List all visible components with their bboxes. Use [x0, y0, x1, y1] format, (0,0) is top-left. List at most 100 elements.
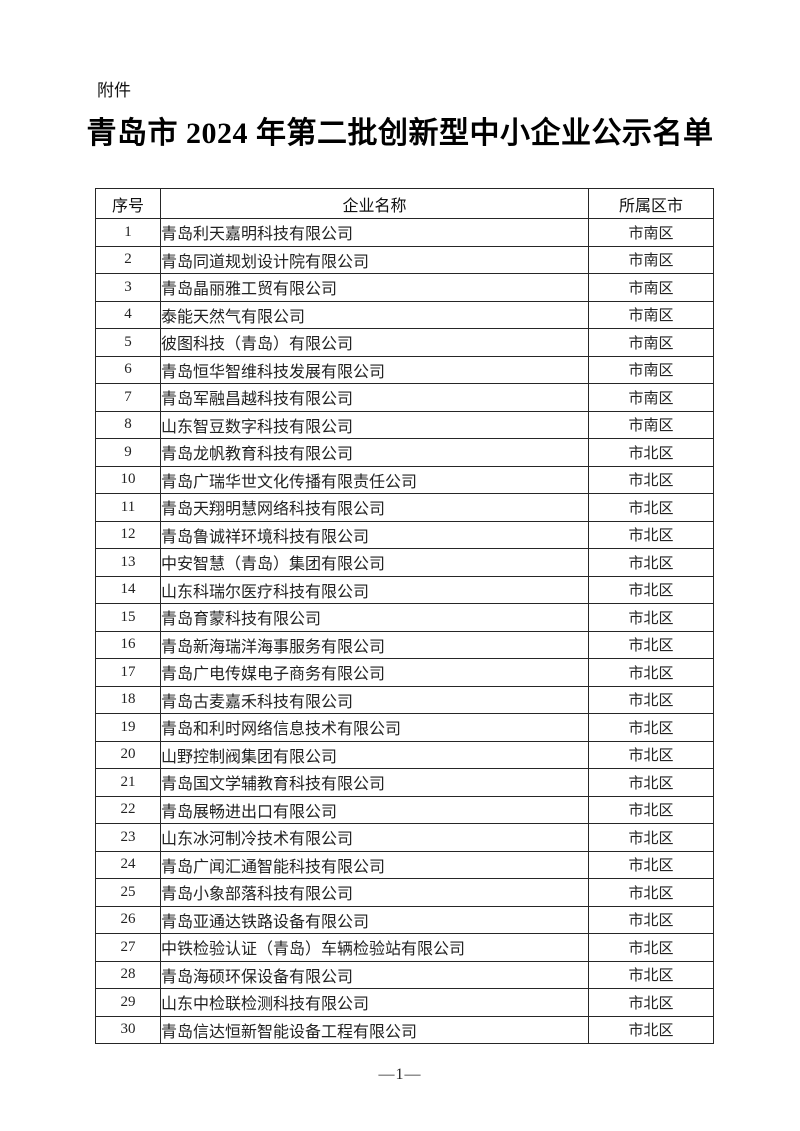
district-cell: 市北区 — [588, 795, 714, 824]
row-number-cell: 4 — [95, 300, 161, 329]
company-name-cell: 青岛小象部落科技有限公司 — [160, 878, 589, 907]
row-number-cell: 22 — [95, 795, 161, 824]
page-title: 青岛市 2024 年第二批创新型中小企业公示名单 — [86, 117, 714, 150]
table-row: 15 青岛育蒙科技有限公司 市北区 — [95, 603, 714, 632]
district-cell: 市北区 — [588, 878, 714, 907]
district-cell: 市南区 — [588, 355, 714, 384]
row-number-cell: 10 — [95, 465, 161, 494]
row-number-cell: 30 — [95, 1015, 161, 1044]
table-header: 序号 企业名称 所属区市 — [95, 188, 714, 219]
row-number-cell: 11 — [95, 493, 161, 522]
table-row: 22 青岛展畅进出口有限公司 市北区 — [95, 795, 714, 824]
table-row: 9 青岛龙帆教育科技有限公司 市北区 — [95, 438, 714, 467]
table-row: 25 青岛小象部落科技有限公司 市北区 — [95, 878, 714, 907]
district-cell: 市北区 — [588, 988, 714, 1017]
row-number-cell: 2 — [95, 245, 161, 274]
company-name-cell: 青岛古麦嘉禾科技有限公司 — [160, 685, 589, 714]
table-row: 10 青岛广瑞华世文化传播有限责任公司 市北区 — [95, 465, 714, 494]
table-row: 26 青岛亚通达铁路设备有限公司 市北区 — [95, 905, 714, 934]
table-row: 1 青岛利天嘉明科技有限公司 市南区 — [95, 218, 714, 247]
district-cell: 市南区 — [588, 410, 714, 439]
row-number-cell: 29 — [95, 988, 161, 1017]
district-cell: 市北区 — [588, 740, 714, 769]
row-number-cell: 15 — [95, 603, 161, 632]
company-name-cell: 青岛天翔明慧网络科技有限公司 — [160, 493, 589, 522]
company-name-cell: 青岛国文学辅教育科技有限公司 — [160, 768, 589, 797]
table-row: 13 中安智慧（青岛）集团有限公司 市北区 — [95, 548, 714, 577]
district-cell: 市北区 — [588, 1015, 714, 1044]
company-name-cell: 青岛新海瑞洋海事服务有限公司 — [160, 630, 589, 659]
row-number-cell: 9 — [95, 438, 161, 467]
district-cell: 市北区 — [588, 685, 714, 714]
row-number-cell: 3 — [95, 273, 161, 302]
table-row: 19 青岛和利时网络信息技术有限公司 市北区 — [95, 713, 714, 742]
row-number-cell: 28 — [95, 960, 161, 989]
district-cell: 市北区 — [588, 630, 714, 659]
company-name-cell: 青岛军融昌越科技有限公司 — [160, 383, 589, 412]
district-cell: 市北区 — [588, 658, 714, 687]
district-cell: 市北区 — [588, 933, 714, 962]
row-number-cell: 5 — [95, 328, 161, 357]
table-row: 17 青岛广电传媒电子商务有限公司 市北区 — [95, 658, 714, 687]
company-name-cell: 泰能天然气有限公司 — [160, 300, 589, 329]
company-name-cell: 青岛龙帆教育科技有限公司 — [160, 438, 589, 467]
company-name-cell: 山野控制阀集团有限公司 — [160, 740, 589, 769]
row-number-cell: 8 — [95, 410, 161, 439]
column-header-district: 所属区市 — [588, 188, 714, 219]
table-row: 2 青岛同道规划设计院有限公司 市南区 — [95, 245, 714, 274]
district-cell: 市北区 — [588, 905, 714, 934]
row-number-cell: 6 — [95, 355, 161, 384]
district-cell: 市南区 — [588, 273, 714, 302]
table-row: 20 山野控制阀集团有限公司 市北区 — [95, 740, 714, 769]
row-number-cell: 7 — [95, 383, 161, 412]
district-cell: 市北区 — [588, 493, 714, 522]
row-number-cell: 17 — [95, 658, 161, 687]
district-cell: 市南区 — [588, 245, 714, 274]
table-row: 29 山东中检联检测科技有限公司 市北区 — [95, 988, 714, 1017]
table-row: 27 中铁检验认证（青岛）车辆检验站有限公司 市北区 — [95, 933, 714, 962]
company-name-cell: 青岛广瑞华世文化传播有限责任公司 — [160, 465, 589, 494]
company-name-cell: 青岛晶丽雅工贸有限公司 — [160, 273, 589, 302]
company-name-cell: 山东智豆数字科技有限公司 — [160, 410, 589, 439]
district-cell: 市南区 — [588, 383, 714, 412]
table-row: 24 青岛广闻汇通智能科技有限公司 市北区 — [95, 850, 714, 879]
company-name-cell: 山东科瑞尔医疗科技有限公司 — [160, 575, 589, 604]
district-cell: 市北区 — [588, 768, 714, 797]
company-table: 序号 企业名称 所属区市 1 青岛利天嘉明科技有限公司 市南区 2 青岛同道规划设计院有… — [95, 188, 714, 1044]
table-header-row: 序号 企业名称 所属区市 — [95, 188, 714, 219]
company-name-cell: 青岛信达恒新智能设备工程有限公司 — [160, 1015, 589, 1044]
company-name-cell: 青岛广电传媒电子商务有限公司 — [160, 658, 589, 687]
company-name-cell: 青岛广闻汇通智能科技有限公司 — [160, 850, 589, 879]
company-name-cell: 青岛育蒙科技有限公司 — [160, 603, 589, 632]
row-number-cell: 21 — [95, 768, 161, 797]
district-cell: 市北区 — [588, 603, 714, 632]
row-number-cell: 16 — [95, 630, 161, 659]
table-row: 7 青岛军融昌越科技有限公司 市南区 — [95, 383, 714, 412]
district-cell: 市北区 — [588, 575, 714, 604]
district-cell: 市北区 — [588, 548, 714, 577]
table-row: 21 青岛国文学辅教育科技有限公司 市北区 — [95, 768, 714, 797]
district-cell: 市北区 — [588, 713, 714, 742]
district-cell: 市北区 — [588, 465, 714, 494]
district-cell: 市北区 — [588, 850, 714, 879]
company-name-cell: 青岛恒华智维科技发展有限公司 — [160, 355, 589, 384]
row-number-cell: 24 — [95, 850, 161, 879]
column-header-number: 序号 — [95, 188, 161, 219]
column-header-company: 企业名称 — [160, 188, 589, 219]
table-row: 30 青岛信达恒新智能设备工程有限公司 市北区 — [95, 1015, 714, 1044]
company-name-cell: 青岛展畅进出口有限公司 — [160, 795, 589, 824]
table-row: 14 山东科瑞尔医疗科技有限公司 市北区 — [95, 575, 714, 604]
company-name-cell: 青岛和利时网络信息技术有限公司 — [160, 713, 589, 742]
company-name-cell: 青岛亚通达铁路设备有限公司 — [160, 905, 589, 934]
row-number-cell: 14 — [95, 575, 161, 604]
table-row: 23 山东冰河制冷技术有限公司 市北区 — [95, 823, 714, 852]
district-cell: 市南区 — [588, 328, 714, 357]
district-cell: 市南区 — [588, 218, 714, 247]
district-cell: 市北区 — [588, 960, 714, 989]
row-number-cell: 19 — [95, 713, 161, 742]
table-row: 5 彼图科技（青岛）有限公司 市南区 — [95, 328, 714, 357]
row-number-cell: 18 — [95, 685, 161, 714]
table-row: 8 山东智豆数字科技有限公司 市南区 — [95, 410, 714, 439]
page-number: —1— — [378, 1066, 422, 1083]
